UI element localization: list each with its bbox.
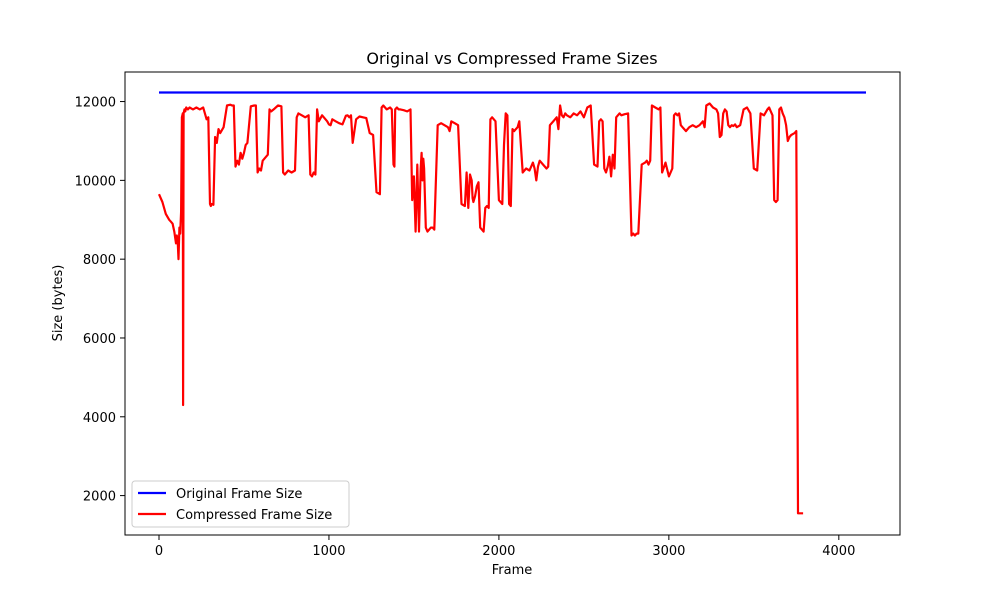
y-tick-label: 12000 <box>75 96 116 111</box>
x-tick-label: 3000 <box>652 544 685 559</box>
x-tick-label: 0 <box>155 544 163 559</box>
legend: Original Frame Size Compressed Frame Siz… <box>131 480 350 528</box>
series-layer <box>157 91 866 515</box>
y-tick-label: 4000 <box>83 411 116 426</box>
plot-area <box>124 71 901 536</box>
series-line-compressed-frame-size <box>157 102 804 515</box>
y-tick-label: 10000 <box>75 174 116 189</box>
y-axis-label: Size (bytes) <box>51 265 66 342</box>
y-tick-label: 2000 <box>83 490 116 505</box>
y-tick-label: 8000 <box>83 253 116 268</box>
chart-title: Original vs Compressed Frame Sizes <box>366 49 657 68</box>
legend-box <box>131 480 350 528</box>
legend-label-original: Original Frame Size <box>176 487 302 502</box>
axes-frame <box>124 71 901 536</box>
x-tick-label: 1000 <box>312 544 345 559</box>
legend-label-compressed: Compressed Frame Size <box>176 508 332 523</box>
x-tick-label: 4000 <box>822 544 855 559</box>
x-axis-ticks: 0 1000 2000 3000 4000 <box>155 535 855 559</box>
y-tick-label: 6000 <box>83 332 116 347</box>
x-tick-label: 2000 <box>482 544 515 559</box>
y-axis-ticks: 2000 4000 6000 8000 10000 12000 <box>75 96 125 505</box>
x-axis-label: Frame <box>492 563 533 578</box>
